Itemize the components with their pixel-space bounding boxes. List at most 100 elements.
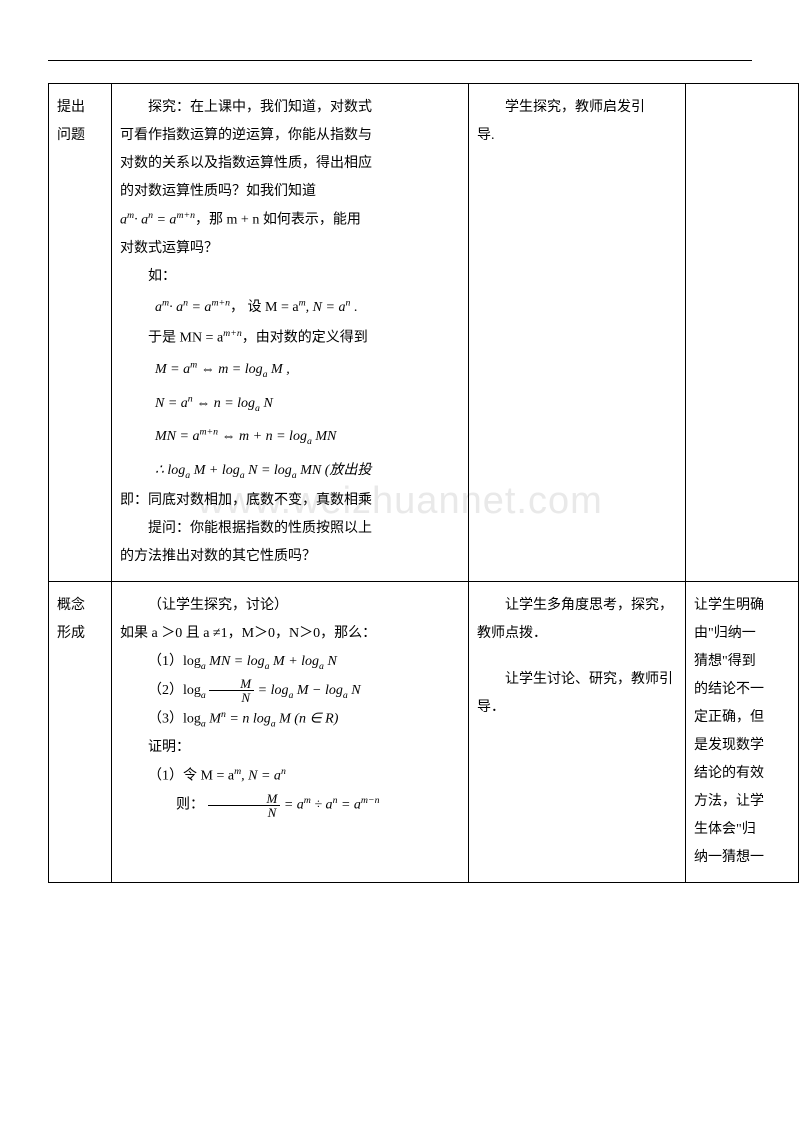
text: 导． [477,694,677,722]
formula: MN = am+n ⇔ m + n = loga MN [120,420,460,454]
text: 对数的关系以及指数运算性质，得出相应 [120,150,460,178]
text: ，由对数的定义得到 [242,331,368,346]
sup: n [281,766,286,777]
formula: am· an = am+n， 设 M = am, N = an . [120,291,460,325]
text: 导. [477,122,677,150]
text: 猜想"得到 [694,648,790,676]
mi: N [324,654,337,669]
text: 提问：你能根据指数的性质按照以上 [120,515,460,543]
sup: m+n [176,210,195,221]
formula: ∴ loga M + loga N = loga MN (放出投 [120,454,460,488]
mi: N [348,683,361,698]
mi: N = log [245,463,292,478]
formula: （3）loga Mn = n loga M (n ∈ R) [120,705,460,734]
mi: M (n ∈ R) [276,712,339,727]
text: 方法，让学 [694,788,790,816]
mi: MN [312,429,337,444]
mi: = a [337,797,360,812]
mi: a [120,213,127,228]
text: 让学生多角度思考，探究， [477,592,677,620]
mi: = a [153,213,176,228]
text: 学生探究，教师启发引 [477,94,677,122]
mi: M = a [155,362,190,377]
mi: = n log [226,712,271,727]
formula: （1）loga MN = loga M + loga N [120,648,460,676]
row2-label: 概念 形成 [49,582,112,883]
mi: = log [258,683,289,698]
text: 即：同底对数相加，底数不变，真数相乘 [120,487,460,515]
text: 生体会"归 [694,816,790,844]
formula: M = am ⇔ m = loga M , [120,353,460,387]
fraction: MN [209,677,254,704]
row1-col2: 探究：在上课中，我们知道，对数式 可看作指数运算的逆运算，你能从指数与 对数的关… [112,84,469,582]
mi: N = a [155,396,188,411]
sub: a [201,689,206,700]
mi: MN (放出投 [297,463,372,478]
mi: a [155,300,162,315]
formula: N = an ⇔ n = loga N [120,387,460,421]
text: ， 设 M = a [230,300,299,315]
formula: （2）loga MN = loga M − loga N [120,677,460,705]
row2-col4: 让学生明确 由"归纳一 猜想"得到 的结论不一 定正确，但 是发现数学 结论的有… [686,582,799,883]
mi: M , [268,362,290,377]
mi: MN = a [155,429,199,444]
text: 则： [176,797,204,812]
text: . [350,300,357,315]
mi: MN = log [206,654,265,669]
mi: M [206,712,221,727]
sup: m+n [199,426,218,437]
mi: M + log [270,654,320,669]
mi: M − log [293,683,343,698]
text: 探究：在上课中，我们知道，对数式 [120,94,460,122]
mi: ∴ log [155,463,185,478]
text: （2）log [148,683,201,698]
mi: ÷ a [311,797,333,812]
mi: , N = a [306,300,346,315]
denominator: N [209,691,254,704]
text: 的方法推出对数的其它性质吗？ [120,543,460,571]
mi: N [260,396,273,411]
text: （1）log [148,654,201,669]
text: 对数式运算吗？ [120,235,460,263]
top-rule [48,60,752,61]
sup: m [299,297,306,308]
row1-col3: 学生探究，教师启发引 导. [469,84,686,582]
denominator: N [208,806,281,819]
sup: m+n [223,328,242,339]
fraction: MN [208,792,281,819]
formula: （1）令 M = am, N = an [120,762,460,791]
row2-col2: （让学生探究，讨论） 如果 a ＞0 且 a ≠1，M＞0，N＞0，那么： （1… [112,582,469,883]
formula: am· an = am+n，那 m + n 如何表示，能用 [120,206,460,235]
mi: , N = a [241,769,281,784]
text: 让学生明确 [694,592,790,620]
table-row: 概念 形成 （让学生探究，讨论） 如果 a ＞0 且 a ≠1，M＞0，N＞0，… [49,582,799,883]
row1-col4 [686,84,799,582]
row1-label: 提出 问题 [49,84,112,582]
text: 证明： [120,734,460,762]
sup: m+n [211,297,230,308]
text: 的对数运算性质吗？如我们知道 [120,178,460,206]
mi: ⇔ m + n = log [218,429,307,444]
spacer [477,648,677,666]
text: 如： [120,263,460,291]
label-line: 问题 [57,122,103,150]
text: 结论的有效 [694,760,790,788]
text: 的结论不一 [694,676,790,704]
table-row: 提出 问题 探究：在上课中，我们知道，对数式 可看作指数运算的逆运算，你能从指数… [49,84,799,582]
numerator: M [208,792,281,806]
label-line: 提出 [57,94,103,122]
formula: 则： MN = am ÷ an = am−n [120,791,460,820]
numerator: M [209,677,254,691]
sup: m [304,795,311,806]
formula: 于是 MN = am+n，由对数的定义得到 [120,324,460,353]
text: 可看作指数运算的逆运算，你能从指数与 [120,122,460,150]
text: 让学生讨论、研究，教师引 [477,666,677,694]
text: 纳一猜想一 [694,844,790,872]
text: 是发现数学 [694,732,790,760]
mi: · a [134,213,148,228]
text: ，那 m + n 如何表示，能用 [195,213,361,228]
label-line: 概念 [57,592,103,620]
mi: M + log [190,463,240,478]
label-line: 形成 [57,620,103,648]
mi: · a [169,300,183,315]
